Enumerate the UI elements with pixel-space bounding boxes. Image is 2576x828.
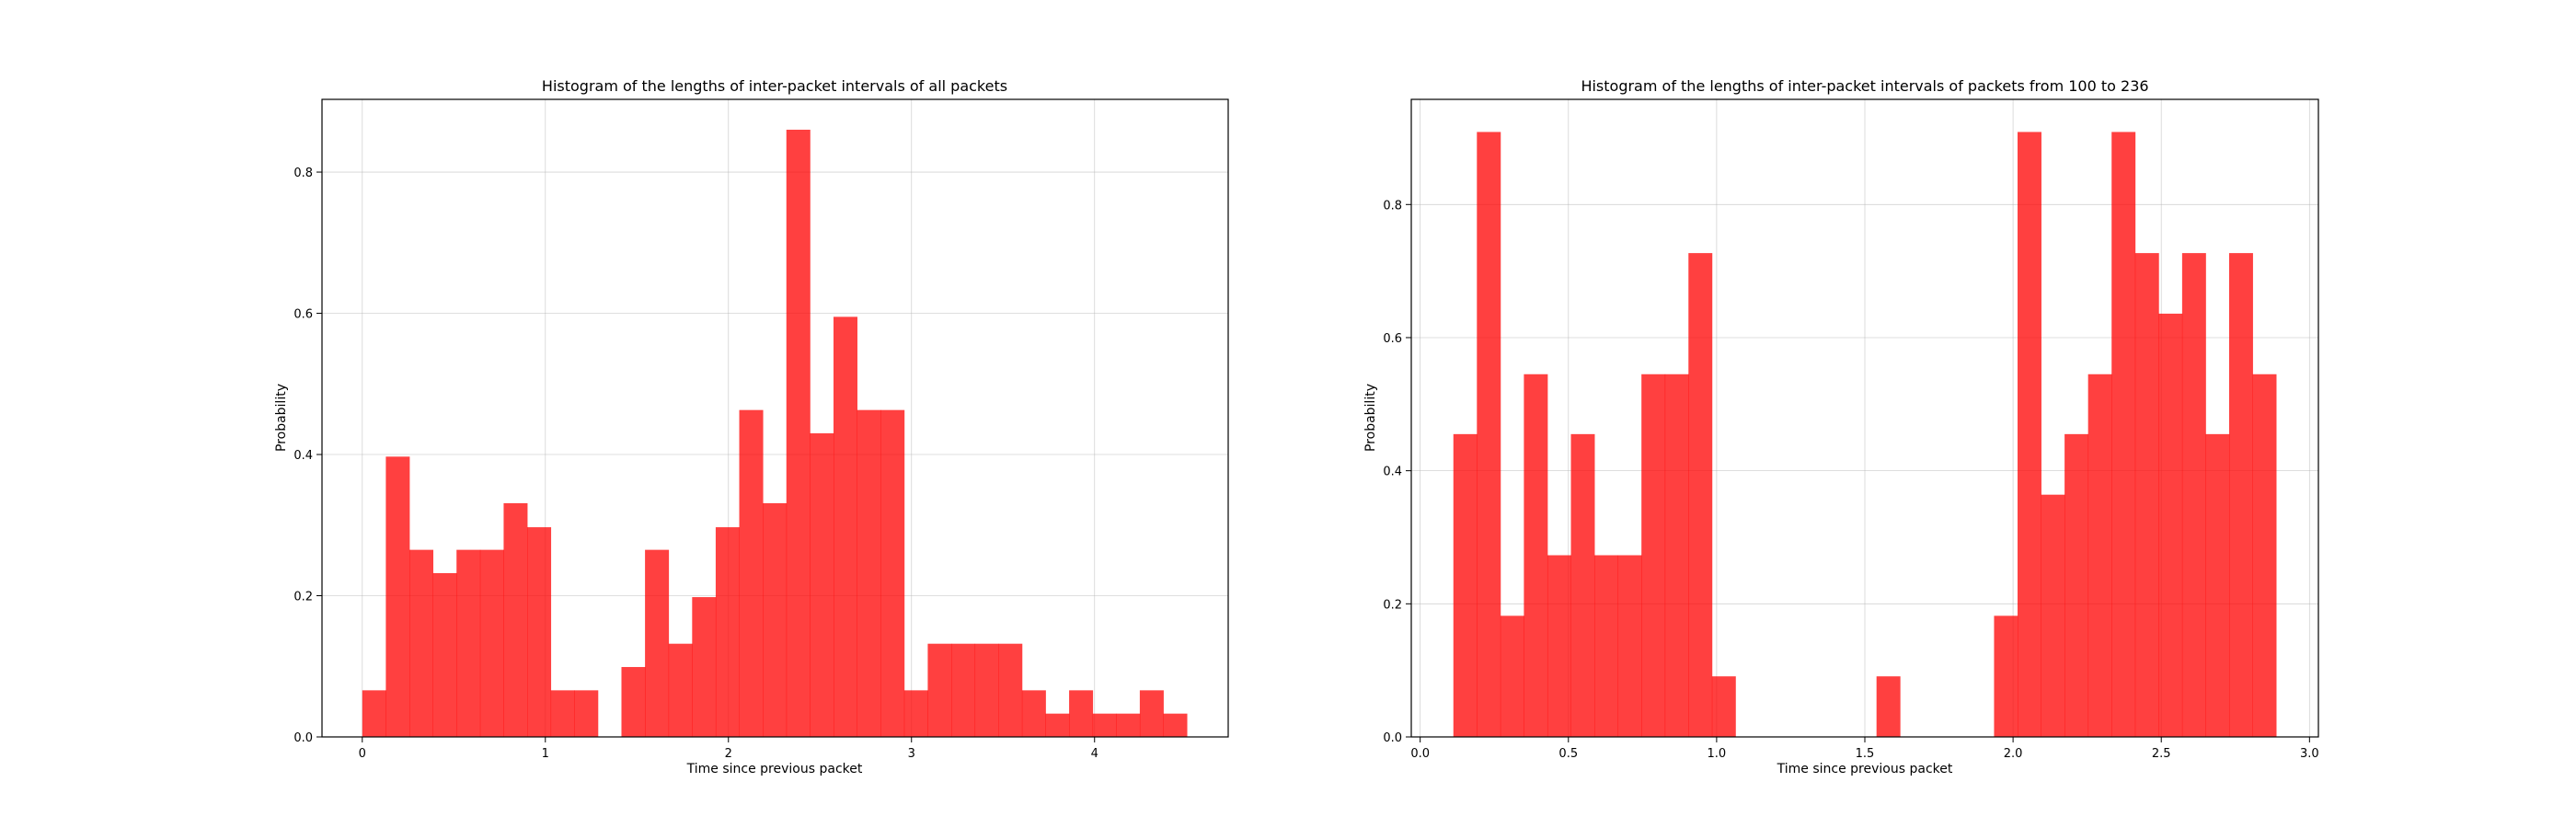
y-tick-label: 0.6 — [1383, 332, 1402, 346]
x-tick-label: 3 — [908, 747, 915, 761]
histogram-bar — [479, 549, 504, 737]
histogram-bar — [951, 643, 976, 737]
x-tick-label: 3.0 — [2300, 747, 2319, 761]
histogram-bar — [2064, 433, 2089, 737]
histogram-bar — [692, 597, 717, 737]
histogram-all-packets: 0 1 2 3 4 0.0 0.2 0.4 0.6 0.8 Histogram of the l… — [274, 77, 1229, 776]
x-tick-label: 0.0 — [1410, 747, 1430, 761]
y-tick-label: 0.2 — [1383, 598, 1402, 612]
histogram-bar — [1994, 615, 2018, 737]
histogram-bar — [1500, 615, 1524, 737]
x-ticks: 0 1 2 3 4 — [359, 737, 1098, 761]
chart-title: Histogram of the lengths of inter-packet… — [1581, 77, 2148, 95]
histogram-bar — [880, 409, 905, 737]
histogram-bar — [574, 690, 599, 737]
histogram-bar — [2228, 253, 2253, 737]
y-tick-label: 0.4 — [1383, 466, 1402, 479]
y-ticks: 0.0 0.2 0.4 0.6 0.8 — [293, 167, 322, 745]
histogram-bar — [408, 549, 434, 737]
histogram-bar — [786, 130, 811, 737]
histogram-bar — [456, 549, 481, 737]
histogram-bar — [2134, 253, 2159, 737]
y-axis-label: Probability — [274, 384, 289, 452]
histogram-bar — [1453, 433, 1478, 737]
histogram-bar — [1641, 374, 1666, 737]
histogram-bar — [1116, 713, 1141, 737]
histogram-bar — [974, 643, 999, 737]
y-tick-label: 0.0 — [1383, 731, 1402, 745]
histogram-bar — [810, 433, 834, 737]
histogram-bar — [1045, 713, 1070, 737]
histogram-bar — [1021, 690, 1046, 737]
histogram-bar — [645, 549, 670, 737]
histogram-bar — [833, 316, 857, 737]
x-tick-label: 1 — [542, 747, 549, 761]
histogram-bar — [2111, 132, 2136, 737]
histogram-bar — [1570, 433, 1595, 737]
histogram-bar — [763, 502, 788, 737]
histogram-bar — [432, 572, 457, 737]
histogram-bar — [1664, 374, 1689, 737]
plot-frame — [321, 98, 1229, 738]
x-tick-label: 1.5 — [1856, 747, 1875, 761]
chart-title: Histogram of the lengths of inter-packet… — [542, 77, 1007, 95]
y-ticks: 0.0 0.2 0.4 0.6 0.8 — [1383, 199, 1411, 745]
histogram-bar — [2181, 253, 2206, 737]
histogram-bar — [2158, 313, 2183, 737]
y-tick-label: 0.8 — [1383, 199, 1402, 213]
histogram-bar — [1594, 555, 1619, 737]
histogram-bar — [2087, 374, 2112, 737]
y-tick-label: 0.8 — [293, 167, 313, 180]
x-tick-label: 2.0 — [2004, 747, 2023, 761]
histogram-bar — [1876, 676, 1901, 737]
histogram-bar — [1547, 555, 1571, 737]
x-tick-label: 2.5 — [2152, 747, 2171, 761]
x-tick-label: 1.0 — [1708, 747, 1727, 761]
histogram-bar — [1524, 374, 1548, 737]
histogram-bar — [1711, 676, 1736, 737]
histogram-packets-100-to-236: 0.0 0.5 1.0 1.5 2.0 2.5 3.0 0.0 0.2 0.4 0.6 0.8 Hi… — [1363, 77, 2319, 776]
x-axis-label: Time since previous packet — [1777, 762, 1953, 776]
histogram-bar — [903, 690, 928, 737]
histogram-bar — [362, 690, 386, 737]
x-tick-label: 2 — [725, 747, 732, 761]
histogram-bar — [715, 527, 740, 737]
histogram-bar — [503, 502, 528, 737]
histogram-bar — [927, 643, 952, 737]
x-tick-label: 4 — [1091, 747, 1098, 761]
histogram-bar — [2041, 494, 2065, 737]
x-tick-label: 0.5 — [1558, 747, 1578, 761]
histogram-bar — [2252, 374, 2277, 737]
histogram-bar — [527, 527, 552, 737]
y-tick-label: 0.2 — [293, 591, 313, 604]
histogram-bar — [1477, 132, 1501, 737]
histogram-bar — [385, 456, 410, 737]
histogram-bar — [550, 690, 575, 737]
histogram-bar — [1617, 555, 1642, 737]
histogram-bar — [2018, 132, 2041, 737]
x-ticks: 0.0 0.5 1.0 1.5 2.0 2.5 3.0 — [1410, 737, 2319, 761]
x-tick-label: 0 — [359, 747, 366, 761]
histogram-bar — [1069, 690, 1094, 737]
y-tick-label: 0.0 — [293, 731, 313, 745]
histogram-bar — [2205, 433, 2230, 737]
histogram-bar — [998, 643, 1023, 737]
histogram-bar — [1688, 253, 1713, 737]
bars — [1453, 132, 2277, 737]
histogram-bar — [1092, 713, 1117, 737]
histogram-bar — [857, 409, 881, 737]
histogram-bar — [1139, 690, 1164, 737]
y-tick-label: 0.6 — [293, 308, 313, 322]
y-axis-label: Probability — [1363, 384, 1378, 452]
x-axis-label: Time since previous packet — [686, 762, 863, 776]
histogram-bar — [621, 667, 646, 737]
bars — [362, 130, 1188, 737]
y-tick-label: 0.4 — [293, 449, 313, 463]
histogram-bar — [1163, 713, 1188, 737]
histogram-bar — [668, 643, 693, 737]
histogram-bar — [739, 409, 764, 737]
